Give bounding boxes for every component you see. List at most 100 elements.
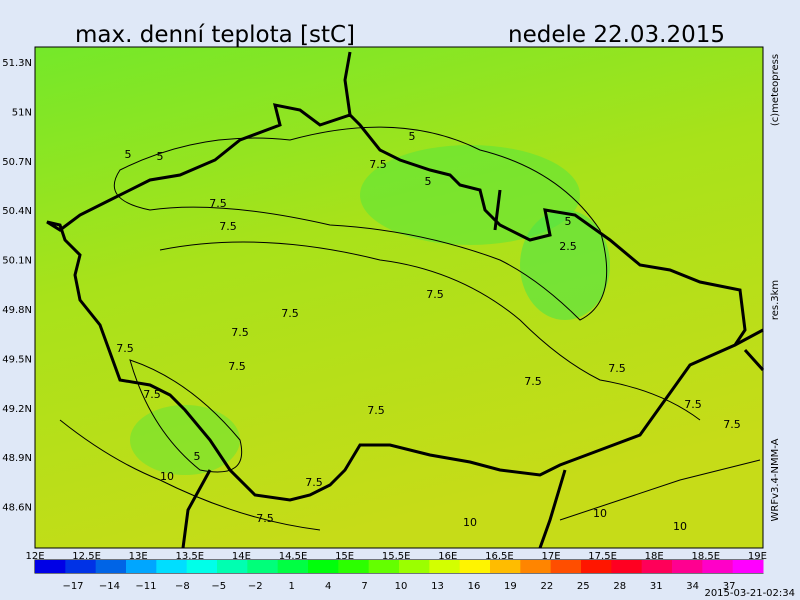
- lon-label: 17.5E: [588, 551, 617, 562]
- colorbar-label: −11: [135, 581, 156, 592]
- colorbar-swatch: [156, 560, 188, 573]
- lon-label: 15E: [335, 551, 354, 562]
- lon-label: 12.5E: [72, 551, 101, 562]
- lon-label: 13E: [129, 551, 148, 562]
- lat-label: 50.4N: [2, 206, 32, 217]
- colorbar-swatch: [35, 560, 66, 573]
- contour-label: 7.5: [143, 388, 161, 401]
- cold-area: [130, 405, 240, 475]
- cold-area: [360, 145, 580, 245]
- contour-label: 7.5: [281, 307, 299, 320]
- colorbar-label: −17: [62, 581, 83, 592]
- lat-label: 49.8N: [2, 305, 32, 316]
- contour-label: 7.5: [116, 342, 134, 355]
- colorbar-swatch: [550, 560, 582, 573]
- colorbar-swatch: [490, 560, 521, 573]
- lat-label: 48.9N: [2, 453, 32, 464]
- lat-label: 48.6N: [2, 503, 32, 514]
- contour-label: 7.5: [684, 398, 702, 411]
- colorbar-swatch: [672, 560, 703, 573]
- colorbar-label: 25: [577, 581, 590, 592]
- lon-label: 14E: [232, 551, 251, 562]
- contour-label: 7.5: [723, 418, 741, 431]
- colorbar-swatch: [186, 560, 218, 573]
- contour-label: 10: [673, 520, 687, 533]
- colorbar-label: −8: [175, 581, 190, 592]
- colorbar-swatch: [217, 560, 248, 573]
- colorbar-label: 37: [723, 581, 736, 592]
- colorbar-label: 34: [686, 581, 699, 592]
- lon-label: 18E: [645, 551, 664, 562]
- lat-label: 50.1N: [2, 256, 32, 267]
- contour-label: 7.5: [219, 220, 237, 233]
- lat-label: 49.2N: [2, 404, 32, 415]
- lon-label: 14.5E: [279, 551, 308, 562]
- contour-label: 10: [160, 470, 174, 483]
- colorbar-swatch: [520, 560, 552, 573]
- model: WRFv3.4-NMM-A: [770, 438, 781, 521]
- contour-label: 10: [593, 507, 607, 520]
- contour-label: 7.5: [608, 362, 626, 375]
- colorbar-swatch: [611, 560, 643, 573]
- colorbar-label: 16: [468, 581, 481, 592]
- lon-label: 17E: [541, 551, 560, 562]
- contour-line: [59, 241, 761, 531]
- lon-label: 15.5E: [382, 551, 411, 562]
- contour-label: 7.5: [209, 197, 227, 210]
- colorbar-swatch: [368, 560, 400, 573]
- colorbar-swatch: [399, 560, 430, 573]
- lat-label: 51.3N: [2, 58, 32, 69]
- contour-label: 7.5: [369, 158, 387, 171]
- colorbar-label: 10: [395, 581, 408, 592]
- contour-label: 7.5: [426, 288, 444, 301]
- contour-label: 5: [194, 450, 201, 463]
- colorbar-label: 7: [361, 581, 367, 592]
- colorbar-label: −2: [248, 581, 263, 592]
- contour-label: 5: [157, 150, 164, 163]
- lon-label: 16.5E: [485, 551, 514, 562]
- contour-line: [113, 126, 608, 473]
- colorbar-swatch: [429, 560, 461, 573]
- colorbar-swatch: [247, 560, 279, 573]
- lat-label: 49.5N: [2, 354, 32, 365]
- lon-label: 18.5E: [692, 551, 721, 562]
- colorbar-label: 13: [431, 581, 444, 592]
- lat-label: 50.7N: [2, 157, 32, 168]
- colorbar-swatch: [277, 560, 309, 573]
- contour-label: 7.5: [256, 512, 274, 525]
- date: nedele 22.03.2015: [508, 22, 725, 48]
- colorbar-label: 28: [613, 581, 626, 592]
- colorbar-label: −5: [211, 581, 226, 592]
- colorbar-swatch: [308, 560, 339, 573]
- contour-label: 7.5: [524, 375, 542, 388]
- colorbar-label: 22: [540, 581, 553, 592]
- colorbar-label: 4: [325, 581, 331, 592]
- colorbar-swatch: [459, 560, 491, 573]
- country-border: [46, 103, 747, 502]
- contour-label: 7.5: [305, 476, 323, 489]
- resolution: res.3km: [770, 280, 781, 320]
- colorbar-swatch: [126, 560, 157, 573]
- contour-label: 7.5: [367, 404, 385, 417]
- contour-label: 5: [125, 148, 132, 161]
- colorbar-swatch: [581, 560, 612, 573]
- colorbar-label: 31: [650, 581, 663, 592]
- lon-label: 12E: [25, 551, 44, 562]
- lon-label: 19E: [748, 551, 767, 562]
- lat-label: 51N: [12, 107, 32, 118]
- colorbar-label: 1: [289, 581, 295, 592]
- title: max. denní teplota [stC]: [75, 22, 355, 48]
- contour-label: 7.5: [231, 326, 249, 339]
- colorbar-swatch: [338, 560, 370, 573]
- contour-label: 7.5: [228, 360, 246, 373]
- colorbar-label: 19: [504, 581, 517, 592]
- colorbar-swatch: [732, 560, 764, 573]
- contour-label: 2.5: [559, 240, 577, 253]
- colorbar-swatch: [641, 560, 673, 573]
- copyright: (c)meteopress: [770, 54, 781, 126]
- contour-label: 5: [565, 215, 572, 228]
- lon-label: 13.5E: [176, 551, 205, 562]
- colorbar-swatch: [65, 560, 97, 573]
- neighbour-border: [181, 51, 765, 549]
